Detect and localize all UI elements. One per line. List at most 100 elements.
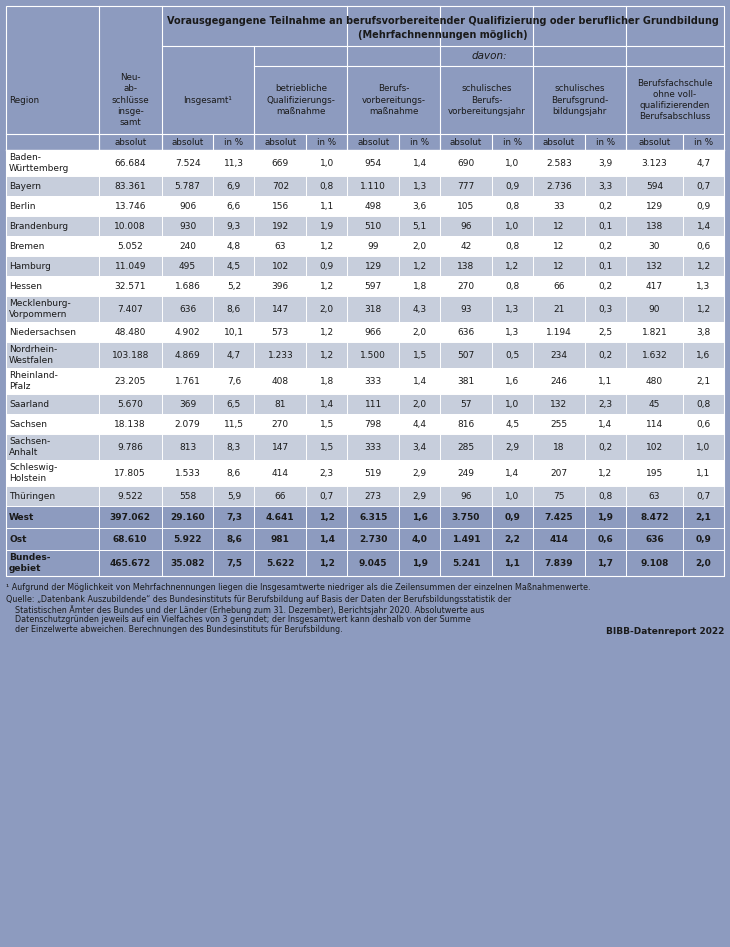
Text: 1.533: 1.533 bbox=[174, 469, 201, 477]
Text: 99: 99 bbox=[367, 241, 379, 251]
Text: 1,0: 1,0 bbox=[505, 158, 520, 168]
Text: 0,9: 0,9 bbox=[504, 512, 520, 522]
Text: Rheinland-
Pfalz: Rheinland- Pfalz bbox=[9, 371, 58, 391]
Text: 5.622: 5.622 bbox=[266, 559, 295, 567]
Bar bbox=[6, 296, 724, 322]
Text: 1.500: 1.500 bbox=[360, 350, 386, 360]
Text: 4.641: 4.641 bbox=[266, 512, 295, 522]
Text: 12: 12 bbox=[553, 261, 564, 271]
Text: 9,3: 9,3 bbox=[227, 222, 241, 230]
Text: 2,3: 2,3 bbox=[598, 400, 612, 408]
Text: 96: 96 bbox=[460, 222, 472, 230]
Text: 966: 966 bbox=[364, 328, 382, 336]
Bar bbox=[6, 550, 724, 576]
Text: 35.082: 35.082 bbox=[170, 559, 205, 567]
Text: 636: 636 bbox=[458, 328, 474, 336]
Text: 132: 132 bbox=[646, 261, 663, 271]
Text: 10,1: 10,1 bbox=[224, 328, 244, 336]
Text: 249: 249 bbox=[458, 469, 474, 477]
Text: 2,0: 2,0 bbox=[412, 400, 426, 408]
Text: 11.049: 11.049 bbox=[115, 261, 146, 271]
Text: 30: 30 bbox=[649, 241, 660, 251]
Text: 333: 333 bbox=[364, 442, 382, 452]
Text: 1,9: 1,9 bbox=[320, 222, 334, 230]
Text: 0,2: 0,2 bbox=[598, 442, 612, 452]
Text: 96: 96 bbox=[460, 491, 472, 501]
Text: 8,6: 8,6 bbox=[227, 469, 241, 477]
Text: 246: 246 bbox=[550, 377, 567, 385]
Text: 0,6: 0,6 bbox=[696, 420, 710, 428]
Text: absolut: absolut bbox=[264, 137, 296, 147]
Text: 1,3: 1,3 bbox=[505, 328, 520, 336]
Text: 9.108: 9.108 bbox=[640, 559, 669, 567]
Text: 0,7: 0,7 bbox=[696, 182, 710, 190]
Text: 5,9: 5,9 bbox=[227, 491, 241, 501]
Text: 4,5: 4,5 bbox=[227, 261, 241, 271]
Text: 5.241: 5.241 bbox=[452, 559, 480, 567]
Text: 147: 147 bbox=[272, 442, 289, 452]
Text: 4.902: 4.902 bbox=[174, 328, 200, 336]
Text: 3,8: 3,8 bbox=[696, 328, 710, 336]
Text: 0,9: 0,9 bbox=[696, 202, 710, 210]
Text: 1,5: 1,5 bbox=[412, 350, 427, 360]
Text: 195: 195 bbox=[646, 469, 663, 477]
Text: (Mehrfachnennungen möglich): (Mehrfachnennungen möglich) bbox=[358, 29, 528, 40]
Text: 1.194: 1.194 bbox=[546, 328, 572, 336]
Text: 1,7: 1,7 bbox=[597, 559, 613, 567]
Text: 414: 414 bbox=[272, 469, 289, 477]
Text: 597: 597 bbox=[364, 281, 382, 291]
Text: 1.686: 1.686 bbox=[174, 281, 201, 291]
Text: 5.670: 5.670 bbox=[118, 400, 143, 408]
Text: 1.821: 1.821 bbox=[642, 328, 667, 336]
Bar bbox=[6, 176, 724, 196]
Text: 1,3: 1,3 bbox=[696, 281, 710, 291]
Text: 68.610: 68.610 bbox=[113, 534, 147, 544]
Text: 1,2: 1,2 bbox=[505, 261, 520, 271]
Text: absolut: absolut bbox=[638, 137, 671, 147]
Text: 690: 690 bbox=[458, 158, 474, 168]
Text: 0,5: 0,5 bbox=[505, 350, 520, 360]
Text: 0,8: 0,8 bbox=[505, 281, 520, 291]
Text: 255: 255 bbox=[550, 420, 567, 428]
Text: BIBB-Datenreport 2022: BIBB-Datenreport 2022 bbox=[606, 627, 724, 636]
Text: 2,5: 2,5 bbox=[598, 328, 612, 336]
Text: Sachsen-
Anhalt: Sachsen- Anhalt bbox=[9, 438, 50, 456]
Text: 10.008: 10.008 bbox=[115, 222, 146, 230]
Bar bbox=[6, 368, 724, 394]
Text: 1,0: 1,0 bbox=[505, 400, 520, 408]
Text: in %: in % bbox=[503, 137, 522, 147]
Text: 21: 21 bbox=[553, 305, 564, 313]
Text: 7,6: 7,6 bbox=[227, 377, 241, 385]
Text: 138: 138 bbox=[646, 222, 663, 230]
Text: Statistischen Ämter des Bundes und der Länder (Erhebung zum 31. Dezember), Beric: Statistischen Ämter des Bundes und der L… bbox=[15, 605, 485, 615]
Text: 285: 285 bbox=[458, 442, 474, 452]
Text: 192: 192 bbox=[272, 222, 289, 230]
Text: 4,4: 4,4 bbox=[412, 420, 426, 428]
Text: 0,8: 0,8 bbox=[320, 182, 334, 190]
Text: Berlin: Berlin bbox=[9, 202, 36, 210]
Text: 4,7: 4,7 bbox=[696, 158, 710, 168]
Text: 1,9: 1,9 bbox=[597, 512, 613, 522]
Text: 1,6: 1,6 bbox=[696, 350, 710, 360]
Text: der Einzelwerte abweichen. Berechnungen des Bundesinstituts für Berufsbildung.: der Einzelwerte abweichen. Berechnungen … bbox=[15, 625, 342, 634]
Text: 1,2: 1,2 bbox=[320, 350, 334, 360]
Text: 5,2: 5,2 bbox=[227, 281, 241, 291]
Text: Baden-
Württemberg: Baden- Württemberg bbox=[9, 153, 69, 172]
Text: 2,0: 2,0 bbox=[412, 241, 426, 251]
Text: 1,6: 1,6 bbox=[505, 377, 520, 385]
Text: 1,5: 1,5 bbox=[320, 420, 334, 428]
Text: 5,1: 5,1 bbox=[412, 222, 427, 230]
Text: 2,0: 2,0 bbox=[320, 305, 334, 313]
Text: Nordrhein-
Westfalen: Nordrhein- Westfalen bbox=[9, 346, 57, 365]
Text: Quelle: „Datenbank Auszubildende“ des Bundesinstituts für Berufsbildung auf Basi: Quelle: „Datenbank Auszubildende“ des Bu… bbox=[6, 595, 511, 604]
Text: 480: 480 bbox=[646, 377, 663, 385]
Text: 1,1: 1,1 bbox=[504, 559, 520, 567]
Text: 2,1: 2,1 bbox=[696, 377, 710, 385]
Text: 2,9: 2,9 bbox=[505, 442, 520, 452]
Text: Vorausgegangene Teilnahme an berufsvorbereitender Qualifizierung oder berufliche: Vorausgegangene Teilnahme an berufsvorbe… bbox=[167, 16, 719, 27]
Text: 48.480: 48.480 bbox=[115, 328, 146, 336]
Text: 0,2: 0,2 bbox=[598, 281, 612, 291]
Text: 498: 498 bbox=[364, 202, 382, 210]
Text: Saarland: Saarland bbox=[9, 400, 49, 408]
Text: 0,2: 0,2 bbox=[598, 202, 612, 210]
